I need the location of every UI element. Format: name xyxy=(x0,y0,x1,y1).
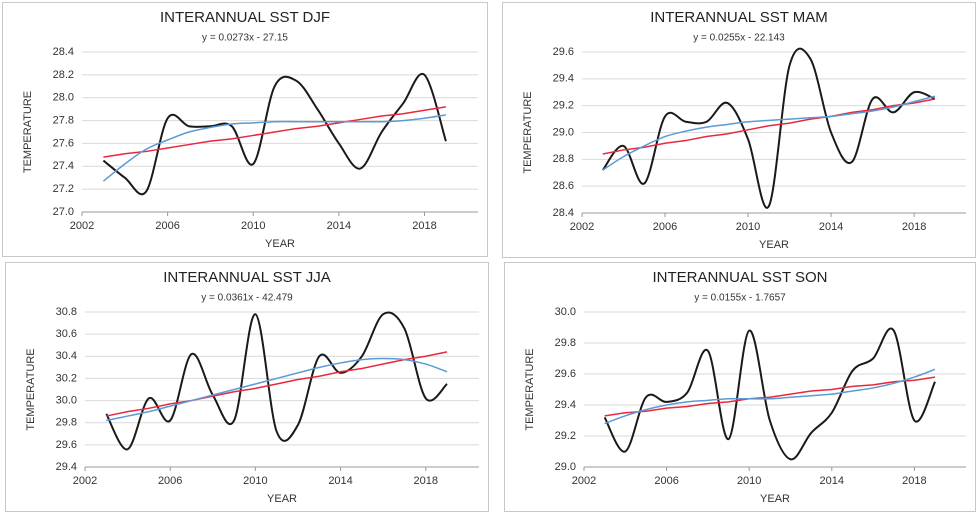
chart-subtitle: y = 0.0273x - 27.15 xyxy=(202,33,288,44)
y-tick-label: 30.0 xyxy=(56,394,77,406)
y-tick-label: 28.6 xyxy=(553,180,574,192)
chart-panel: INTERANNUAL SST SON y = 0.0155x - 1.7657 2… xyxy=(504,262,976,512)
y-tick-label: 28.4 xyxy=(553,207,574,219)
x-tick-label: 2002 xyxy=(73,475,97,487)
y-tick-label: 30.8 xyxy=(56,306,77,318)
y-tick-label: 30.4 xyxy=(56,350,77,362)
y-axis-label: TEMPERATURE xyxy=(22,91,34,173)
chart-panel: INTERANNUAL SST MAM y = 0.0255x - 22.143 2… xyxy=(502,2,976,258)
x-axis-label: YEAR xyxy=(265,238,295,250)
y-tick-label: 30.6 xyxy=(56,328,77,340)
series-line xyxy=(601,47,936,209)
series-line xyxy=(102,114,447,182)
x-axis-label: YEAR xyxy=(760,493,790,505)
panel-border xyxy=(504,262,976,512)
y-tick-label: 29.2 xyxy=(553,100,574,112)
series-line xyxy=(103,106,447,158)
y-tick-label: 29.6 xyxy=(555,368,576,380)
series-line xyxy=(105,311,448,451)
x-tick-label: 2018 xyxy=(902,221,926,233)
x-tick-label: 2014 xyxy=(820,475,844,487)
x-tick-label: 2010 xyxy=(243,475,267,487)
y-tick-label: 29.0 xyxy=(553,126,574,138)
series-line xyxy=(604,376,936,417)
x-tick-label: 2010 xyxy=(736,221,760,233)
x-tick-label: 2006 xyxy=(654,475,678,487)
chart-title: INTERANNUAL SST MAM xyxy=(650,9,828,26)
y-axis-label: TEMPERATURE xyxy=(25,348,37,430)
y-tick-label: 30.2 xyxy=(56,372,77,384)
y-tick-label: 27.6 xyxy=(53,137,74,149)
chart-title: INTERANNUAL SST DJF xyxy=(160,9,330,26)
y-tick-label: 27.0 xyxy=(53,206,74,218)
series-line xyxy=(106,357,448,422)
y-tick-label: 29.4 xyxy=(555,399,576,411)
chart-subtitle: y = 0.0361x - 42.479 xyxy=(201,293,293,304)
y-tick-label: 29.8 xyxy=(555,337,576,349)
y-tick-label: 27.4 xyxy=(53,160,74,172)
x-axis-label: YEAR xyxy=(267,493,297,505)
chart-subtitle: y = 0.0255x - 22.143 xyxy=(693,33,785,44)
x-tick-label: 2014 xyxy=(328,475,352,487)
y-tick-label: 29.8 xyxy=(56,417,77,429)
x-tick-label: 2006 xyxy=(158,475,182,487)
y-tick-label: 28.2 xyxy=(53,69,74,81)
y-axis-label: TEMPERATURE xyxy=(522,91,534,173)
panel-border xyxy=(502,2,976,258)
y-tick-label: 29.6 xyxy=(56,439,77,451)
y-tick-label: 27.2 xyxy=(53,183,74,195)
x-tick-label: 2014 xyxy=(819,221,843,233)
y-tick-label: 28.0 xyxy=(53,92,74,104)
x-tick-label: 2006 xyxy=(653,221,677,233)
x-tick-label: 2002 xyxy=(70,220,94,232)
x-tick-label: 2006 xyxy=(155,220,179,232)
chart-subtitle: y = 0.0155x - 1.7657 xyxy=(694,293,786,304)
x-tick-label: 2002 xyxy=(572,475,596,487)
series-line xyxy=(602,98,936,155)
y-tick-label: 30.0 xyxy=(555,306,576,318)
chart-panel: INTERANNUAL SST DJF y = 0.0273x - 27.15 27… xyxy=(2,2,488,257)
y-tick-label: 29.4 xyxy=(56,461,77,473)
series-line xyxy=(602,95,936,171)
chart-title: INTERANNUAL SST JJA xyxy=(163,269,331,286)
y-tick-label: 29.4 xyxy=(553,73,574,85)
panel-border xyxy=(5,262,489,512)
chart-title: INTERANNUAL SST SON xyxy=(652,269,827,286)
y-tick-label: 27.8 xyxy=(53,114,74,126)
series-line xyxy=(106,351,448,417)
series-line xyxy=(604,368,936,425)
y-tick-label: 29.0 xyxy=(555,461,576,473)
panel-border xyxy=(2,2,488,257)
x-tick-label: 2018 xyxy=(412,220,436,232)
x-tick-label: 2014 xyxy=(327,220,351,232)
x-tick-label: 2010 xyxy=(737,475,761,487)
y-tick-label: 29.2 xyxy=(555,430,576,442)
x-tick-label: 2002 xyxy=(570,221,594,233)
y-tick-label: 28.4 xyxy=(53,46,74,58)
x-tick-label: 2018 xyxy=(902,475,926,487)
x-tick-label: 2018 xyxy=(414,475,438,487)
y-tick-label: 28.8 xyxy=(553,153,574,165)
chart-panel: INTERANNUAL SST JJA y = 0.0361x - 42.479 2… xyxy=(5,262,489,512)
y-tick-label: 29.6 xyxy=(553,46,574,58)
y-axis-label: TEMPERATURE xyxy=(524,348,536,430)
x-axis-label: YEAR xyxy=(759,239,789,251)
x-tick-label: 2010 xyxy=(241,220,265,232)
